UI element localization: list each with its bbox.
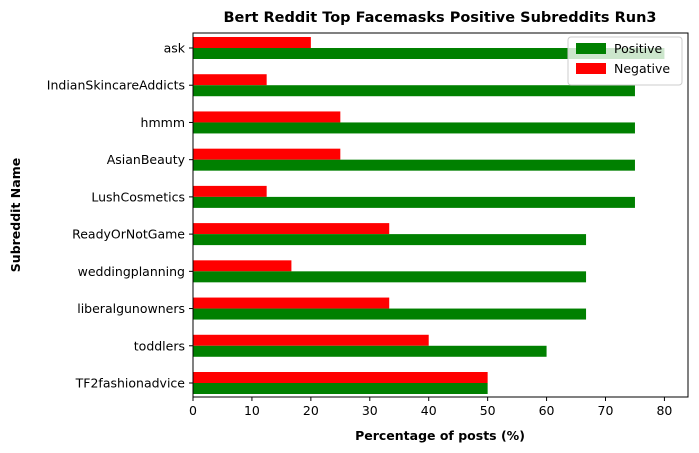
y-tick-label-ReadyOrNotGame: ReadyOrNotGame: [72, 227, 185, 242]
x-tick-label-30: 30: [362, 403, 378, 418]
bar-negative-liberalgunowners: [193, 297, 390, 309]
y-tick-label-AsianBeauty: AsianBeauty: [107, 152, 186, 167]
bar-negative-ReadyOrNotGame: [193, 223, 390, 235]
bar-positive-weddingplanning: [193, 271, 587, 283]
x-tick-label-60: 60: [539, 403, 555, 418]
bar-negative-toddlers: [193, 334, 429, 346]
bar-positive-toddlers: [193, 345, 547, 357]
bar-positive-IndianSkincareAddicts: [193, 85, 635, 97]
bar-positive-ask: [193, 48, 665, 59]
bar-negative-weddingplanning: [193, 260, 292, 272]
y-tick-label-toddlers: toddlers: [134, 338, 185, 353]
y-tick-label-LushCosmetics: LushCosmetics: [91, 189, 185, 204]
x-tick-label-70: 70: [598, 403, 614, 418]
bar-negative-IndianSkincareAddicts: [193, 74, 267, 86]
bar-positive-TF2fashionadvice: [193, 383, 488, 394]
x-tick-label-80: 80: [656, 403, 672, 418]
bar-negative-AsianBeauty: [193, 148, 341, 160]
bars-group: [193, 37, 665, 394]
x-tick-label-50: 50: [480, 403, 496, 418]
x-tick-label-40: 40: [421, 403, 437, 418]
bar-positive-liberalgunowners: [193, 308, 587, 320]
y-tick-label-TF2fashionadvice: TF2fashionadvice: [75, 376, 186, 391]
bar-positive-hmmm: [193, 122, 635, 134]
bar-positive-AsianBeauty: [193, 159, 635, 171]
y-tick-label-ask: ask: [164, 41, 186, 56]
bar-positive-ReadyOrNotGame: [193, 234, 587, 246]
bar-negative-hmmm: [193, 111, 341, 123]
y-tick-label-IndianSkincareAddicts: IndianSkincareAddicts: [47, 78, 185, 93]
x-tick-label-0: 0: [189, 403, 197, 418]
x-axis-ticks: 0 10 20 30 40 50 60 70 80: [189, 397, 672, 418]
legend: Positive Negative: [567, 36, 683, 86]
y-axis-ticks: ask IndianSkincareAddicts hmmm AsianBeauty L…: [47, 41, 193, 391]
bar-positive-LushCosmetics: [193, 196, 635, 208]
x-tick-label-20: 20: [303, 403, 319, 418]
legend-swatch-positive: [576, 43, 606, 54]
y-tick-label-hmmm: hmmm: [141, 115, 185, 130]
legend-label-positive: Positive: [614, 41, 662, 56]
x-axis-label: Percentage of posts (%): [355, 428, 525, 443]
chart-title: Bert Reddit Top Facemasks Positive Subre…: [224, 10, 657, 26]
y-axis-label: Subreddit Name: [8, 158, 23, 272]
x-tick-label-10: 10: [244, 403, 260, 418]
bar-negative-TF2fashionadvice: [193, 372, 488, 383]
bar-negative-ask: [193, 37, 311, 48]
bar-negative-LushCosmetics: [193, 185, 267, 197]
y-tick-label-liberalgunowners: liberalgunowners: [77, 301, 185, 316]
legend-swatch-negative: [576, 63, 606, 74]
legend-label-negative: Negative: [614, 61, 670, 76]
plot-frame: [192, 32, 689, 398]
y-tick-label-weddingplanning: weddingplanning: [78, 264, 185, 279]
